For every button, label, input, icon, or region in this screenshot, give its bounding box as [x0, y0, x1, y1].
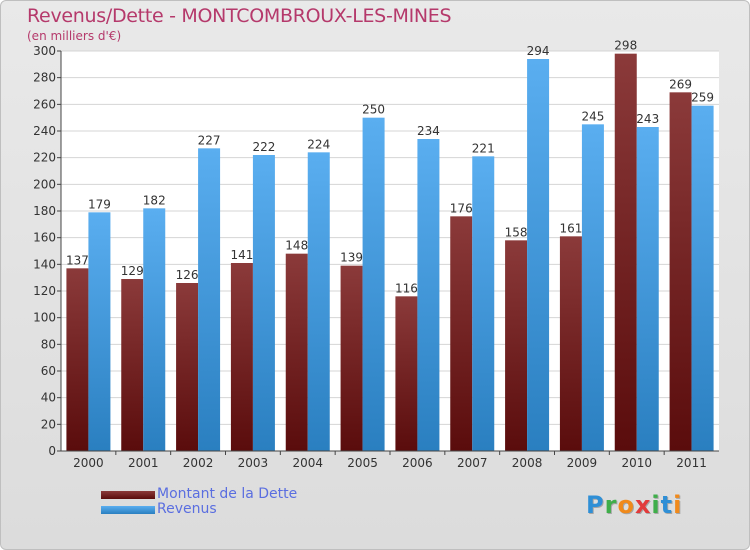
x-tick-label: 2001 — [128, 456, 159, 470]
data-label-revenue: 227 — [198, 133, 221, 147]
bar-revenue — [88, 212, 111, 451]
logo-letter: x — [634, 491, 652, 519]
y-tick-label: 240 — [33, 124, 56, 138]
data-label-revenue: 250 — [362, 103, 385, 117]
bar-revenue — [581, 124, 604, 451]
bar-debt — [395, 296, 418, 451]
legend-label-revenue: Revenus — [157, 501, 217, 517]
logo-letter: i — [651, 491, 661, 519]
bar-debt — [614, 53, 637, 452]
bar-revenue — [527, 59, 550, 451]
y-tick-label: 220 — [33, 151, 56, 165]
x-tick-label: 2005 — [347, 456, 378, 470]
bar-chart: 0 20 40 60 80 100 120 140 160 180 200 220 240 260 280 3… — [33, 39, 719, 470]
bar-revenue — [143, 208, 166, 451]
data-label-revenue: 222 — [252, 140, 275, 154]
data-label-debt: 161 — [559, 221, 582, 235]
logo-letter: o — [617, 491, 635, 519]
data-label-revenue: 245 — [581, 109, 604, 123]
x-tick-label: 2008 — [512, 456, 543, 470]
y-tick-label: 160 — [33, 231, 56, 245]
bar-revenue — [307, 152, 330, 452]
bar-debt — [450, 216, 473, 451]
plot-area — [61, 51, 719, 451]
y-tick-label: 120 — [33, 284, 56, 298]
data-label-revenue: 179 — [88, 197, 111, 211]
bar-debt — [340, 265, 363, 451]
y-tick-label: 80 — [41, 337, 56, 351]
legend-label-debt: Montant de la Dette — [157, 486, 298, 502]
data-label-revenue: 224 — [307, 137, 330, 151]
x-tick-label: 2006 — [402, 456, 433, 470]
y-tick-label: 60 — [41, 364, 56, 378]
data-label-revenue: 182 — [143, 193, 166, 207]
legend-swatch-debt — [101, 491, 155, 499]
bar-revenue — [472, 156, 495, 452]
data-label-revenue: 259 — [691, 91, 714, 105]
bar-debt — [230, 263, 253, 451]
x-tick-label: 2000 — [73, 456, 104, 470]
data-label-debt: 269 — [669, 77, 692, 91]
data-label-debt: 129 — [121, 264, 144, 278]
y-tick-label: 180 — [33, 204, 56, 218]
data-label-debt: 139 — [340, 251, 363, 265]
data-label-debt: 137 — [66, 253, 89, 267]
logo-letter: i — [673, 491, 683, 519]
bar-debt — [559, 236, 582, 451]
logo-letter: P — [586, 491, 605, 519]
data-label-debt: 126 — [176, 268, 199, 282]
x-tick-label: 2009 — [567, 456, 598, 470]
data-label-debt: 176 — [450, 201, 473, 215]
legend-swatch-revenue — [101, 506, 155, 514]
bar-debt — [669, 92, 692, 451]
data-label-revenue: 234 — [417, 124, 440, 138]
chart-title: Revenus/Dette - MONTCOMBROUX-LES-MINES — [27, 5, 452, 27]
logo-letter: r — [604, 491, 618, 519]
bar-debt — [285, 253, 308, 451]
y-tick-label: 40 — [41, 391, 56, 405]
y-tick-label: 300 — [33, 44, 56, 58]
x-tick-label: 2003 — [238, 456, 269, 470]
bar-revenue — [198, 148, 221, 452]
y-tick-label: 20 — [41, 417, 56, 431]
data-label-debt: 158 — [505, 225, 528, 239]
proxiti-logo: Proxiti — [586, 491, 682, 519]
x-tick-label: 2010 — [621, 456, 652, 470]
x-tick-label: 2004 — [292, 456, 323, 470]
bar-debt — [66, 268, 89, 451]
y-tick-label: 140 — [33, 257, 56, 271]
data-label-debt: 298 — [614, 39, 637, 53]
logo-letter: t — [660, 491, 674, 519]
bar-revenue — [636, 127, 659, 451]
y-tick-label: 260 — [33, 97, 56, 111]
x-tick-label: 2002 — [183, 456, 214, 470]
data-label-debt: 116 — [395, 281, 418, 295]
bar-revenue — [417, 139, 440, 451]
y-tick-label: 100 — [33, 311, 56, 325]
bar-revenue — [252, 155, 275, 451]
y-tick-label: 200 — [33, 177, 56, 191]
bar-debt — [121, 279, 144, 451]
x-tick-label: 2011 — [676, 456, 707, 470]
bar-revenue — [362, 117, 385, 452]
bar-debt — [505, 240, 528, 451]
data-label-revenue: 243 — [636, 112, 659, 126]
y-tick-label: 280 — [33, 71, 56, 85]
chart-subtitle: (en milliers d'€) — [27, 29, 122, 43]
bar-debt — [176, 283, 199, 451]
data-label-debt: 148 — [285, 239, 308, 253]
data-label-revenue: 294 — [527, 44, 550, 58]
data-label-debt: 141 — [230, 248, 253, 262]
bar-revenue — [691, 105, 714, 452]
data-label-revenue: 221 — [472, 141, 495, 155]
y-tick-label: 0 — [48, 444, 56, 458]
x-tick-label: 2007 — [457, 456, 488, 470]
